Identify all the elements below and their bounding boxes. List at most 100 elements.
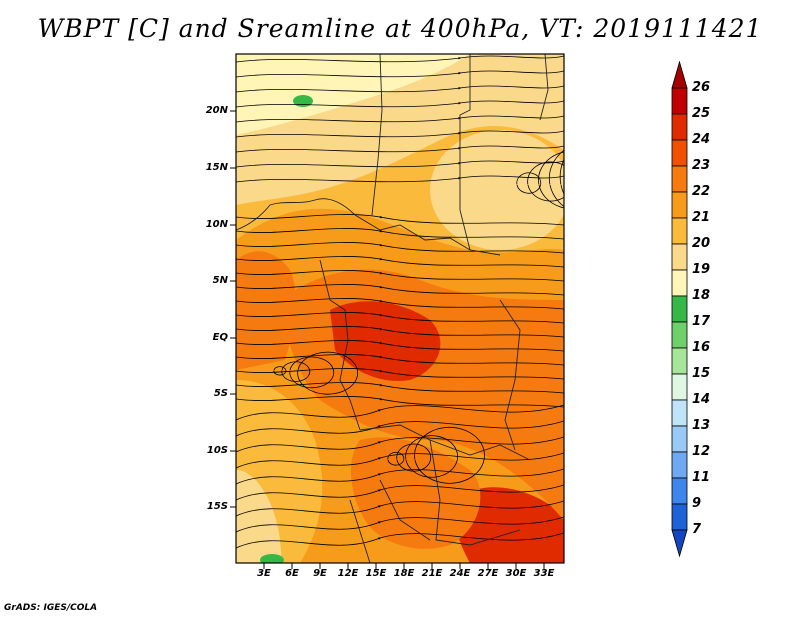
lat-label-eq: EQ [212,332,228,343]
streamline [559,158,564,196]
lat-label-15s: 15S [206,501,228,512]
lon-ticks [263,563,545,569]
streamline [387,451,405,466]
colorbar-swatch [671,139,688,167]
colorbar-label-17: 17 [692,314,711,329]
colorbar-swatch [671,295,688,323]
colorbar-swatch [671,399,688,427]
streamline [236,382,564,394]
colorbar-label-12: 12 [692,444,711,459]
streamline [516,172,542,194]
streamline [236,368,564,380]
colorbar-swatch [671,529,688,558]
grads-credit: GrADS: IGES/COLA [4,603,98,613]
colorbar-swatch [671,87,688,115]
streamline [236,115,564,123]
colorbar-label-18: 18 [692,288,711,303]
streamline [236,228,564,240]
streamline [236,256,564,268]
streamline [548,149,564,208]
streamline [236,500,564,517]
colorbar-label-15: 15 [692,366,711,381]
colorbar-swatch [671,191,688,219]
colorbar-label-16: 16 [692,340,711,355]
streamline [236,312,564,324]
colorbar-label-23: 23 [692,158,711,173]
lon-label-24e: 24E [449,568,471,579]
colorbar-label-26: 26 [692,80,711,95]
colorbar-label-19: 19 [692,262,711,277]
lon-label-15e: 15E [365,568,387,579]
streamline [281,361,311,382]
colorbar-swatch [671,503,688,531]
streamline [527,161,564,202]
streamline [236,420,564,437]
streamline [236,270,564,282]
streamline [236,326,564,338]
lon-label-12e: 12E [337,568,359,579]
colorbar [671,60,688,558]
streamline [236,484,564,501]
streamline [405,435,458,478]
streamline [236,436,564,453]
streamline [236,452,564,469]
streamline [236,100,564,108]
streamline [236,214,564,226]
lat-label-10n: 10N [205,219,228,230]
lat-label-5s: 5S [213,388,228,399]
streamline [236,340,564,352]
streamline [297,351,359,395]
streamlines [236,55,564,549]
colorbar-swatch [671,217,688,245]
lon-label-30e: 30E [505,568,527,579]
streamline [396,443,432,472]
colorbar-label-7: 7 [692,522,702,537]
streamline [236,354,564,366]
streamline [236,70,564,78]
lon-label-33e: 33E [533,568,555,579]
colorbar-swatch [671,243,688,271]
streamline [236,55,564,63]
colorbar-label-20: 20 [692,236,711,251]
streamline [236,175,564,183]
colorbar-swatch [671,477,688,505]
colorbar-swatch [671,60,688,89]
map-title: WBPT [C] and Sreamline at 400hPa, VT: 20… [37,14,763,43]
streamline [236,130,564,138]
colorbar-label-13: 13 [692,418,711,433]
colorbar-label-25: 25 [692,106,711,121]
country-borders [236,54,549,563]
streamline [236,160,564,168]
streamline [236,532,564,549]
colorbar-swatch [671,321,688,349]
lat-ticks [230,110,236,508]
lon-label-9e: 9E [313,568,327,579]
colorbar-swatch [671,113,688,141]
colorbar-label-11: 11 [692,470,711,485]
colorbar-label-9: 9 [692,496,702,511]
colorbar-swatch [671,347,688,375]
colorbar-swatch [671,269,688,297]
lat-label-5n: 5N [212,275,228,286]
lon-label-21e: 21E [421,568,443,579]
lon-label-3e: 3E [257,568,271,579]
colorbar-swatch [671,165,688,193]
streamline [289,356,335,389]
streamline [236,145,564,153]
streamline [414,426,485,484]
lat-label-10s: 10S [206,445,228,456]
streamline [236,298,564,310]
lon-label-18e: 18E [393,568,415,579]
streamline [236,242,564,254]
lat-label-20n: 20N [205,105,228,116]
colorbar-label-14: 14 [692,392,711,407]
streamline [236,85,564,93]
lon-label-6e: 6E [285,568,299,579]
streamline [236,468,564,485]
streamline [236,404,564,421]
shaded-wbpt-field [236,54,564,563]
lon-label-27e: 27E [477,568,499,579]
colorbar-swatch [671,425,688,453]
streamline [538,151,564,209]
